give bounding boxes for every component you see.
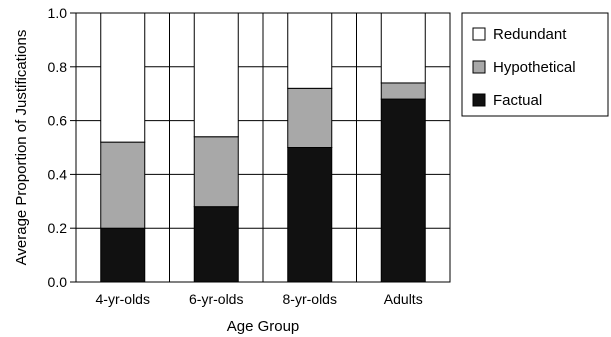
x-tick-label: Adults — [384, 291, 423, 307]
y-axis-ticks: 0.0 0.2 0.4 0.6 0.8 1.0 — [48, 5, 76, 290]
bar-segment-hypothetical — [380, 82, 426, 100]
legend: Redundant Hypothetical Factual — [461, 12, 609, 117]
y-tick-label: 0.0 — [48, 274, 68, 290]
x-axis-title: Age Group — [227, 318, 300, 335]
x-axis-ticks: 4-yr-olds 6-yr-olds 8-yr-olds Adults — [96, 291, 423, 307]
x-tick-label: 6-yr-olds — [189, 291, 243, 307]
bars — [100, 12, 426, 283]
bar-segment-hypothetical — [287, 87, 333, 148]
legend-swatch-hypothetical — [472, 60, 486, 74]
legend-box — [461, 12, 609, 117]
bar-segment-hypothetical — [100, 141, 146, 229]
bar-segment-factual — [287, 147, 333, 283]
bar-segment-factual — [193, 206, 239, 283]
bar-segment-redundant — [193, 12, 239, 138]
y-tick-label: 1.0 — [48, 5, 68, 21]
legend-swatch-factual — [472, 93, 486, 107]
bar-segment-redundant — [287, 12, 333, 89]
y-tick-label: 0.8 — [48, 59, 68, 75]
bar-segment-redundant — [100, 12, 146, 143]
bar-segment-redundant — [380, 12, 426, 84]
y-tick-label: 0.6 — [48, 113, 68, 129]
plot-area-frame — [75, 12, 451, 283]
y-tick-label: 0.2 — [48, 220, 68, 236]
bar-segment-factual — [100, 227, 146, 283]
y-tick-label: 0.4 — [48, 166, 68, 182]
legend-label-factual: Factual — [493, 92, 542, 109]
legend-label-hypothetical: Hypothetical — [493, 59, 576, 76]
legend-swatch-redundant — [472, 27, 486, 41]
x-tick-label: 8-yr-olds — [283, 291, 337, 307]
legend-label-redundant: Redundant — [493, 26, 567, 43]
x-tick-label: 4-yr-olds — [96, 291, 150, 307]
bar-segment-hypothetical — [193, 136, 239, 208]
bar-segment-factual — [380, 98, 426, 283]
y-axis-title: Average Proportion of Justifications — [13, 30, 30, 266]
